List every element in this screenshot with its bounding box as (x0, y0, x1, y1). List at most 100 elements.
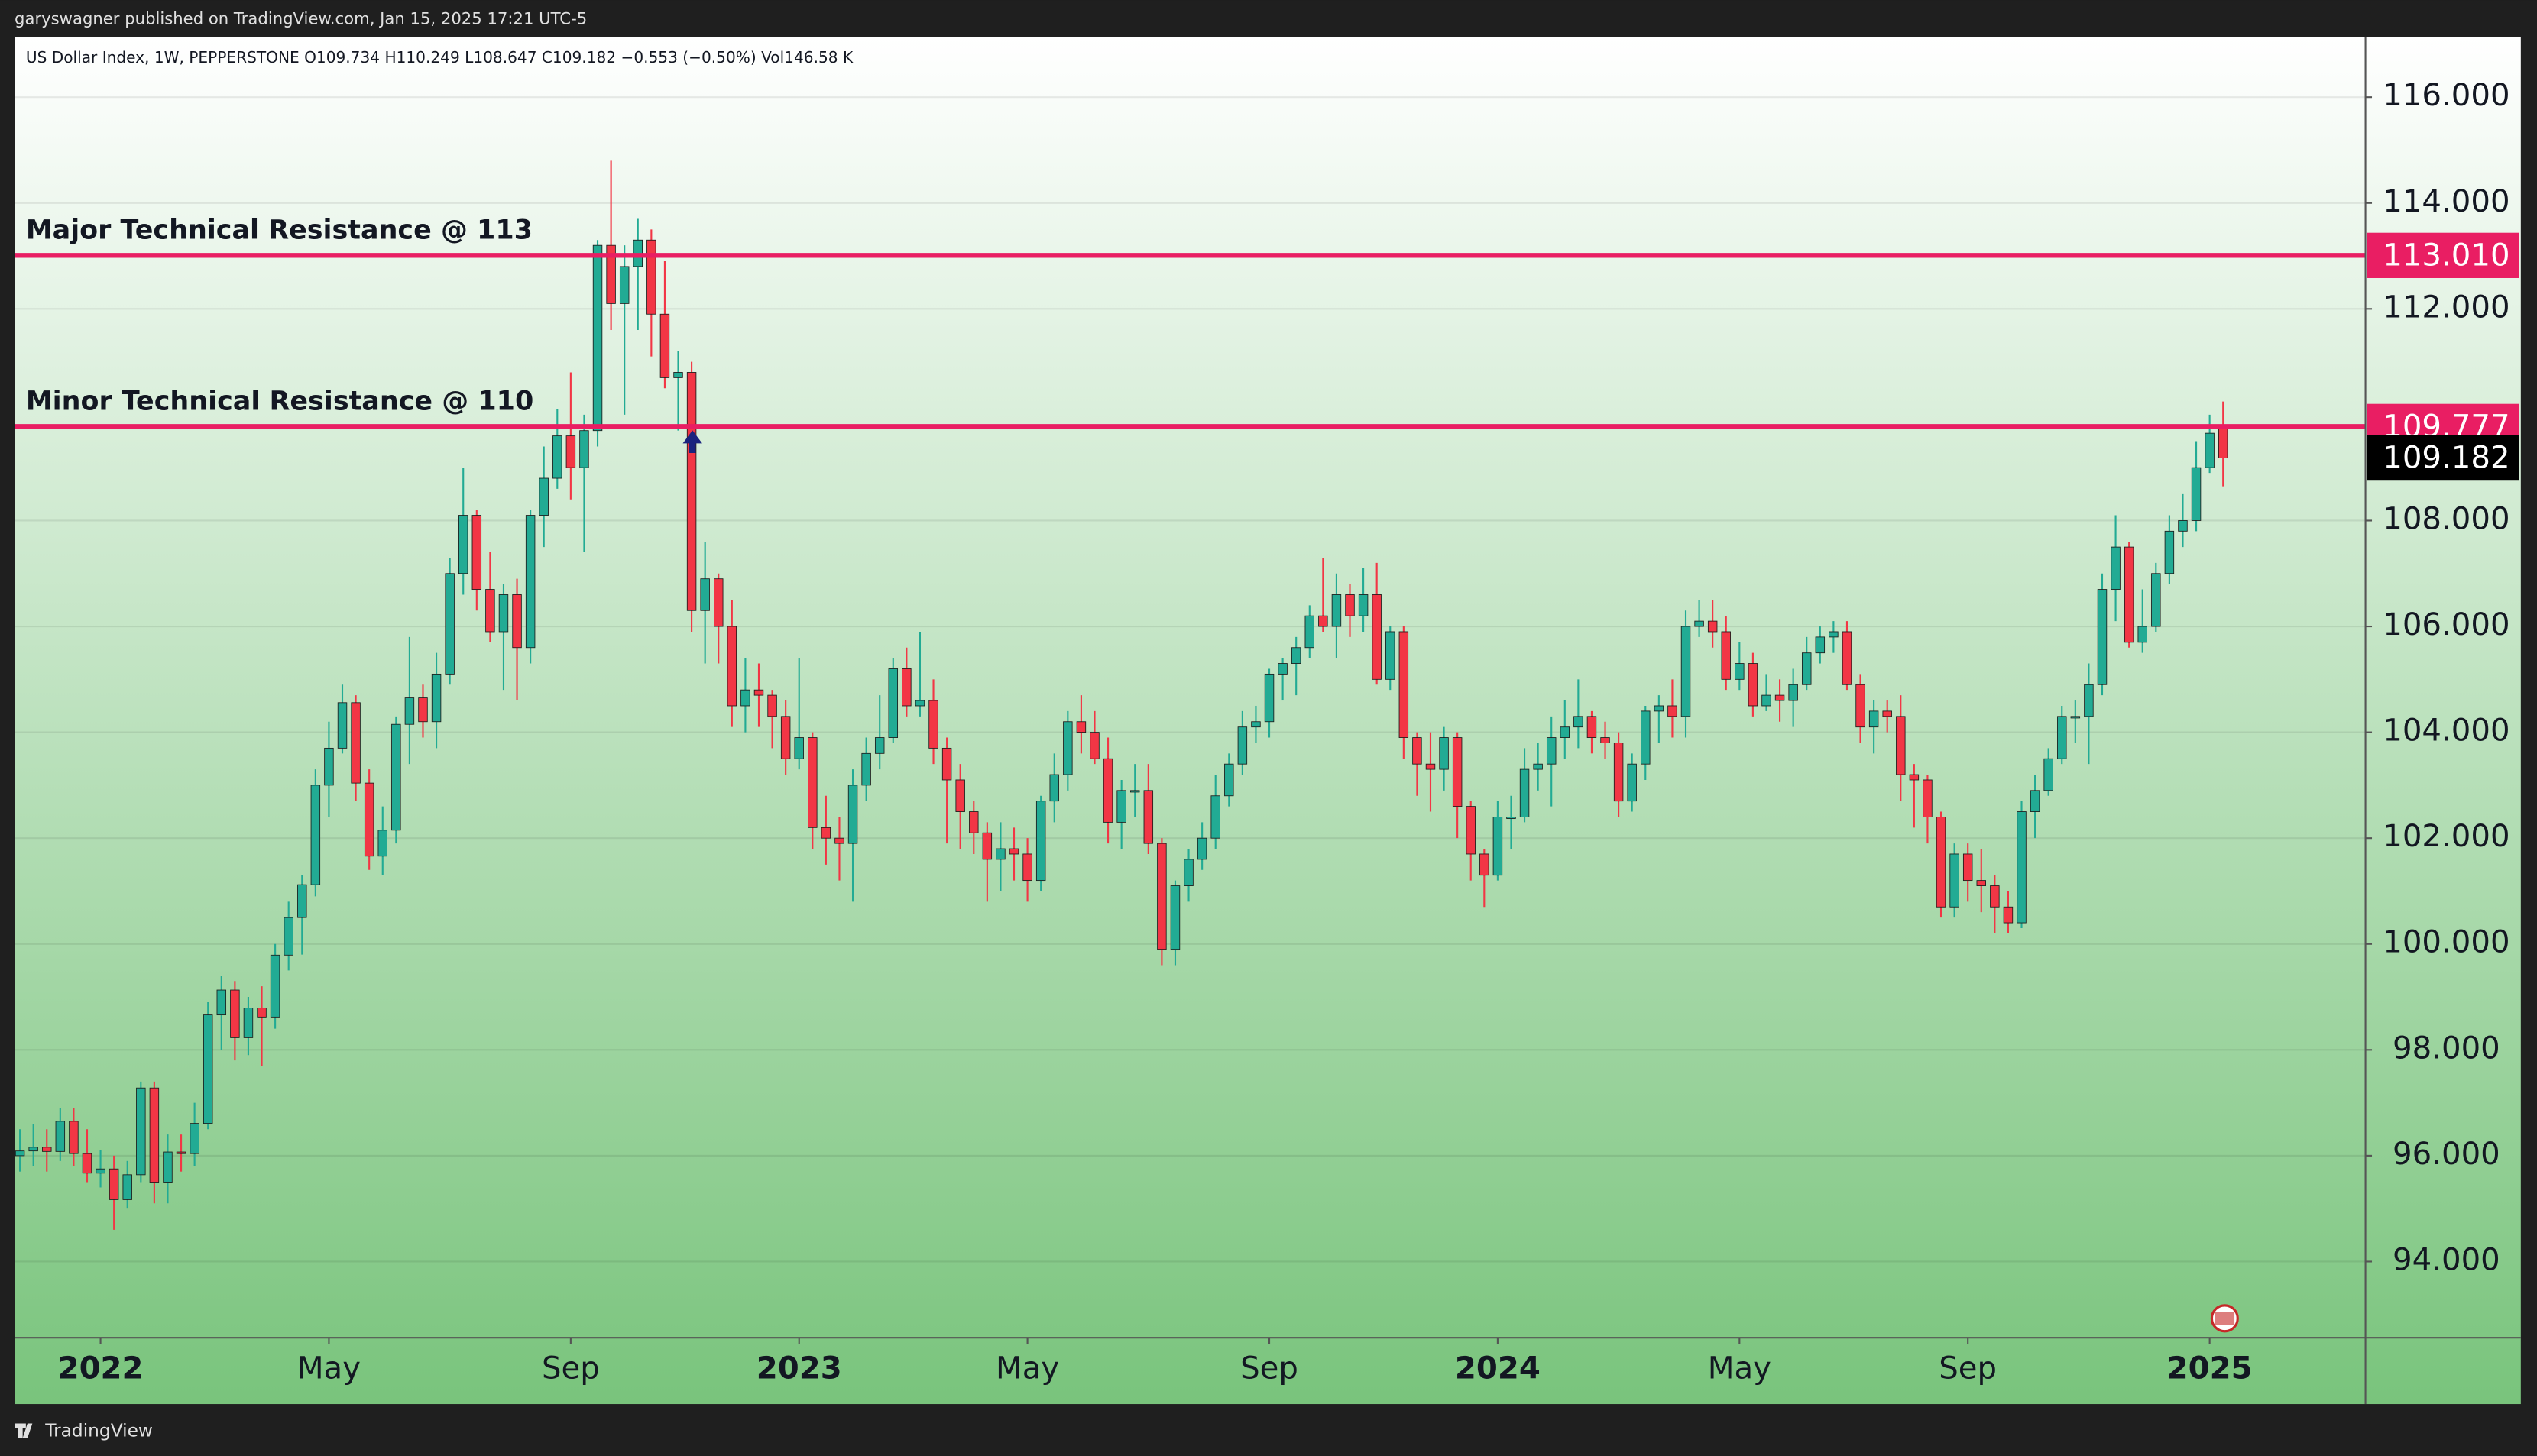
candle-body (1519, 768, 1530, 817)
candle-body (646, 239, 656, 315)
candle-body (1358, 594, 1369, 616)
candle-body (1533, 763, 1543, 770)
candle-body (1976, 880, 1986, 886)
candle-body (619, 266, 630, 304)
candle-body (1372, 594, 1382, 680)
candle-body (996, 848, 1006, 860)
candle-body (1680, 626, 1691, 717)
candle-body (1949, 853, 1959, 908)
x-tick-label: 2023 (757, 1351, 842, 1386)
candle-body (1130, 790, 1140, 793)
candle-body (2151, 573, 2161, 627)
candle-body (2178, 520, 2188, 532)
x-tick-label: Sep (1240, 1351, 1298, 1386)
candle-body (1251, 721, 1261, 728)
candle-body (1815, 636, 1826, 654)
candle-body (2111, 546, 2121, 590)
candle-body (955, 779, 965, 812)
candle-body (686, 372, 697, 611)
x-tick-label: 2022 (58, 1351, 144, 1386)
candle-body (512, 594, 522, 649)
candle-body (203, 1014, 213, 1124)
candle-body (794, 737, 804, 759)
candle-body (471, 515, 482, 590)
candle-body (1224, 763, 1234, 797)
candle-body (1157, 843, 1167, 950)
y-tick-label: 114.000 (2383, 184, 2509, 219)
candle-body (1170, 885, 1181, 950)
candle-body (1748, 663, 1758, 707)
x-tick-label: Sep (542, 1351, 600, 1386)
symbol-legend: US Dollar Index, 1W, PEPPERSTONE O109.73… (26, 48, 854, 66)
y-tick-label: 112.000 (2383, 290, 2509, 325)
candle-body (404, 697, 415, 725)
candle-body (740, 689, 750, 707)
candle-body (1868, 710, 1879, 728)
candle-body (902, 668, 912, 707)
candle-body (1143, 790, 1154, 844)
candle-body (1022, 853, 1032, 882)
candle-body (1009, 848, 1019, 855)
candle-body (15, 1150, 25, 1157)
resistance-annotation: Major Technical Resistance @ 113 (26, 215, 533, 246)
candle-body (753, 689, 764, 696)
candle-body (337, 702, 348, 749)
candle-body (391, 723, 401, 831)
candle-body (2097, 589, 2108, 685)
grid: 94.000 96.000 98.000 100.000 102.000 104.000 1… (15, 78, 2510, 1386)
y-tick-label: 104.000 (2383, 713, 2509, 749)
candle-body (2218, 428, 2228, 458)
candle-body (714, 578, 724, 627)
candle-body (1546, 737, 1557, 765)
candle-body (1425, 763, 1436, 770)
y-tick-label: 98.000 (2393, 1031, 2500, 1066)
candle-body (700, 578, 710, 611)
candle-body (1842, 631, 1852, 685)
candle-body (1761, 694, 1771, 707)
last-price-box (2367, 435, 2519, 481)
candle-body (1882, 710, 1892, 717)
candle-body (1600, 737, 1610, 743)
candle-body (847, 785, 858, 844)
y-tick-label: 100.000 (2383, 925, 2509, 960)
candle-body (1962, 853, 1973, 882)
candle-body (1654, 705, 1664, 712)
candle-body (190, 1123, 199, 1154)
candle-body (351, 702, 361, 784)
candle-body (2124, 546, 2134, 643)
candle-body (888, 668, 899, 738)
candle-body (1560, 726, 1570, 738)
candle-body (1197, 837, 1207, 860)
candle-body (485, 589, 495, 633)
candle-body (257, 1008, 267, 1018)
y-tick-label: 106.000 (2383, 607, 2509, 642)
overlay: Major Technical Resistance @ 113 113.010 M… (15, 215, 2519, 481)
candle-body (2017, 811, 2027, 924)
candle-body (1385, 631, 1395, 680)
candle-body (861, 752, 871, 786)
candle-body (1479, 853, 1489, 876)
candle-body (1990, 885, 2000, 908)
candle-body (821, 827, 831, 839)
arrow-marker (682, 430, 702, 454)
x-tick-label: May (1708, 1351, 1771, 1386)
published-note: garyswagner published on TradingView.com… (15, 9, 587, 28)
candle-body (1802, 652, 1812, 685)
candle-body (1641, 710, 1651, 765)
candle-body (1492, 817, 1503, 876)
candle-body (28, 1147, 38, 1152)
candle-body (55, 1121, 66, 1152)
resistance-annotation: Minor Technical Resistance @ 110 (26, 387, 533, 417)
candle-body (1063, 721, 1073, 775)
candle-body (2137, 626, 2147, 643)
candle-body (1345, 594, 1355, 616)
candle-body (445, 573, 455, 675)
candle-body (243, 1008, 254, 1038)
candle-body (915, 700, 925, 707)
candle-body (2043, 758, 2053, 791)
candle-body (552, 435, 562, 479)
candle-body (1331, 594, 1342, 627)
candle-body (2070, 716, 2081, 719)
candle-body (1694, 620, 1704, 627)
